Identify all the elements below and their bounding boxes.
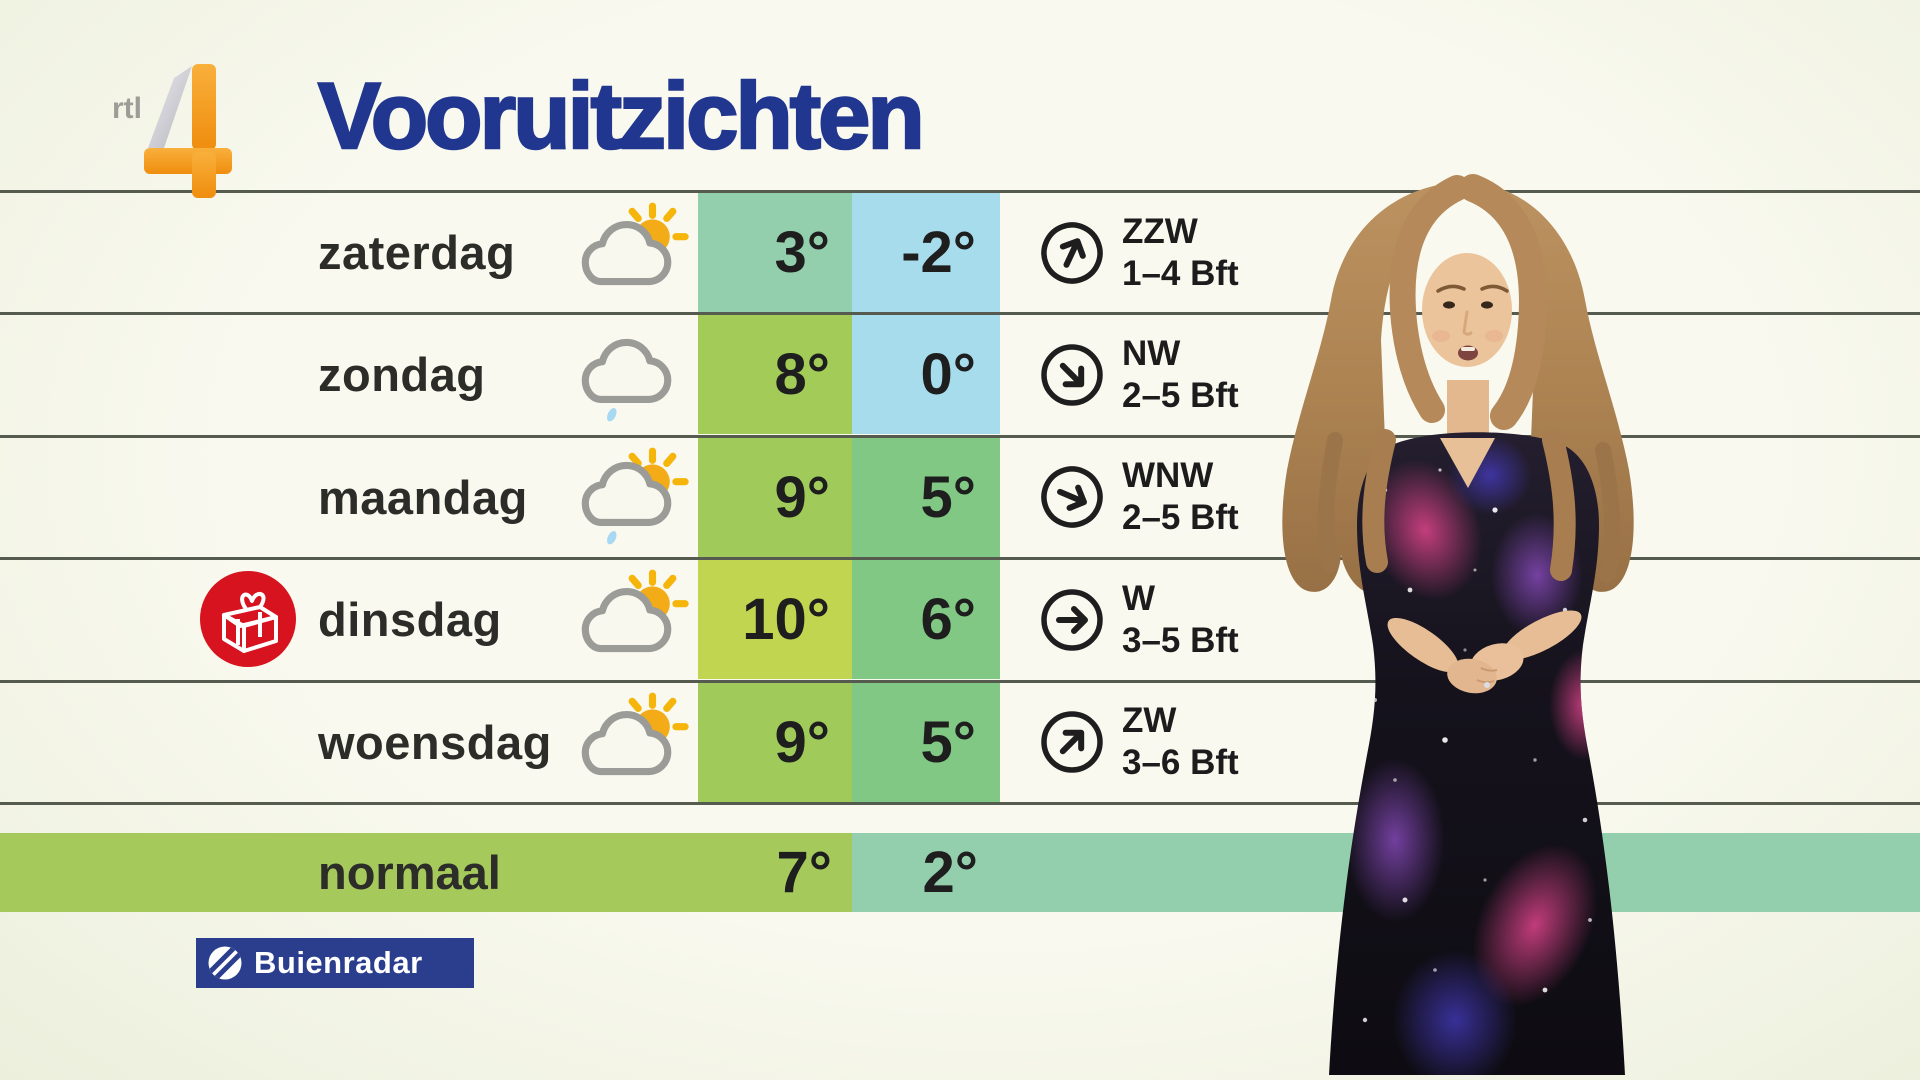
normal-min-temp: 2° [922,840,978,905]
wind-force: 3–6 Bft [1122,743,1239,783]
forecast-row: zaterdag [0,193,1920,312]
gift-icon [198,569,298,669]
buienradar-radar-icon [206,944,244,982]
weather-icon [558,563,692,675]
logo-stem-top [192,64,216,150]
logo-stem-bottom [192,152,216,198]
row-divider [0,312,1920,315]
max-temp: 10° [742,587,830,653]
wind-force: 2–5 Bft [1122,498,1239,538]
presenter-hands [1387,610,1582,694]
wind-force: 3–5 Bft [1122,620,1239,660]
normal-band-left [0,833,852,912]
day-label: dinsdag [318,593,502,647]
wind-group: WNW 2–5 Bft [1038,438,1239,557]
wind-group: ZZW 1–4 Bft [1038,193,1239,312]
wind-group: W 3–5 Bft [1038,560,1239,679]
day-label: woensdag [318,715,552,769]
min-temp: 5° [920,464,976,530]
weather-icon [558,686,692,798]
min-temp-cell: -2° [852,193,1000,312]
max-temp-cell: 10° [698,560,852,680]
wind-direction: ZW [1122,701,1177,741]
weather-presenter [1282,174,1634,1075]
min-temp: -2° [901,220,976,285]
wind-direction-icon [1041,711,1103,773]
weather-icon [558,318,692,430]
forecast-row: zondag [0,315,1920,435]
max-temp: 9° [774,709,830,775]
wind-force: 2–5 Bft [1122,375,1239,415]
buienradar-logo: Buienradar [196,938,474,988]
presenter-vneck [1440,438,1495,488]
min-temp-cell: 0° [852,315,1000,435]
row-divider [0,557,1920,560]
wind-direction-icon [1041,344,1103,406]
wind-direction: NW [1122,333,1181,373]
weather-icon [558,196,692,308]
max-temp-cell: 9° [698,437,852,557]
max-temp-cell: 9° [698,682,852,802]
rtl-text: rtl [112,92,142,125]
wind-direction-icon [1041,221,1103,284]
max-temp-cell: 8° [698,315,852,435]
wind-force: 1–4 Bft [1122,253,1239,293]
row-divider [0,435,1920,438]
wind-direction: WNW [1122,456,1214,496]
min-temp-cell: 5° [852,437,1000,557]
presenter-face [1422,253,1512,367]
row-divider [0,190,1920,193]
row-divider [0,802,1920,805]
max-temp: 3° [774,220,830,285]
wind-group: ZW 3–6 Bft [1038,683,1239,802]
day-label: maandag [318,470,528,524]
normal-max-temp: 7° [776,840,832,905]
row-divider [0,680,1920,683]
min-temp: 0° [920,342,976,408]
normal-label: normaal [318,846,501,899]
buienradar-text: Buienradar [254,945,423,980]
page-title: Vooruitzichten [317,62,926,170]
wind-direction-icon [1041,588,1103,651]
logo-crossbar [144,148,232,174]
day-label: zaterdag [318,226,516,279]
max-temp: 9° [774,464,830,530]
min-temp-cell: 5° [852,682,1000,802]
forecast-row: dinsdag [0,560,1920,680]
logo-diagonal [148,66,192,148]
wind-direction: ZZW [1122,211,1198,251]
forecast-row: maandag [0,437,1920,557]
min-temp: 5° [920,709,976,775]
rtl4-logo: rtl [112,64,232,198]
weather-icon [558,441,692,553]
day-label: zondag [318,348,486,402]
presenter-hair-front [1317,174,1621,583]
min-temp-cell: 6° [852,560,1000,680]
wind-direction-icon [1041,466,1103,529]
wind-direction: W [1122,578,1156,618]
wind-group: NW 2–5 Bft [1038,315,1239,434]
forecast-row: woensdag [0,682,1920,802]
max-temp-cell: 3° [698,193,852,312]
min-temp: 6° [920,587,976,653]
max-temp: 8° [774,342,830,408]
